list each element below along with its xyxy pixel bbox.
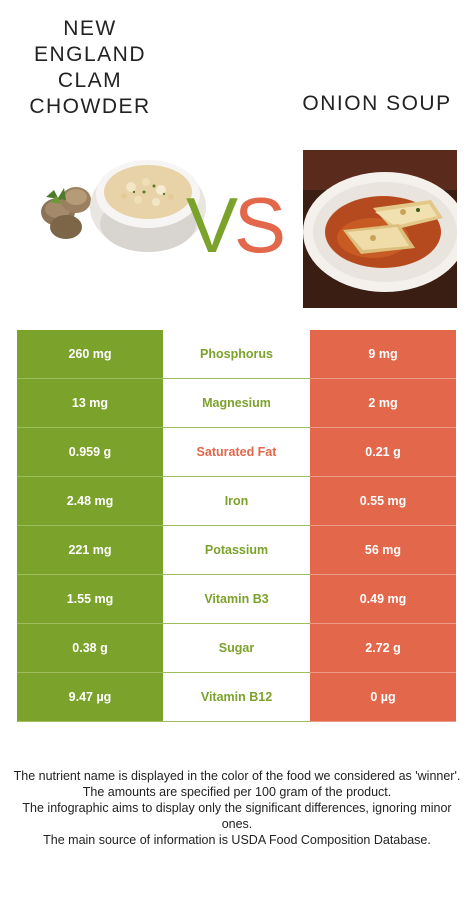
- right-value: 2 mg: [310, 379, 456, 428]
- table-row: 221 mg Potassium 56 mg: [17, 526, 456, 575]
- footer-line: The infographic aims to display only the…: [22, 801, 452, 831]
- table-row: 0.38 g Sugar 2.72 g: [17, 624, 456, 673]
- footer-line: The main source of information is USDA F…: [43, 833, 431, 847]
- clam-chowder-image: [41, 160, 206, 252]
- footer-notes: The nutrient name is displayed in the co…: [10, 768, 464, 848]
- vs-label: VS: [186, 186, 286, 264]
- left-value: 0.38 g: [17, 624, 163, 673]
- table-row: 9.47 µg Vitamin B12 0 µg: [17, 673, 456, 722]
- left-value: 1.55 mg: [17, 575, 163, 624]
- nutrient-name: Vitamin B3: [163, 575, 310, 624]
- right-value: 56 mg: [310, 526, 456, 575]
- right-value: 0.55 mg: [310, 477, 456, 526]
- table-row: 0.959 g Saturated Fat 0.21 g: [17, 428, 456, 477]
- nutrient-name: Phosphorus: [163, 330, 310, 379]
- table-row: 13 mg Magnesium 2 mg: [17, 379, 456, 428]
- vs-s: S: [234, 181, 286, 269]
- left-value: 13 mg: [17, 379, 163, 428]
- left-value: 2.48 mg: [17, 477, 163, 526]
- left-value: 260 mg: [17, 330, 163, 379]
- left-value: 0.959 g: [17, 428, 163, 477]
- left-value: 221 mg: [17, 526, 163, 575]
- right-value: 0 µg: [310, 673, 456, 722]
- onion-soup-image: [303, 150, 457, 308]
- table-row: 1.55 mg Vitamin B3 0.49 mg: [17, 575, 456, 624]
- nutrient-name: Sugar: [163, 624, 310, 673]
- left-value: 9.47 µg: [17, 673, 163, 722]
- footer-line: The amounts are specified per 100 gram o…: [82, 785, 392, 799]
- footer-line: The nutrient name is displayed in the co…: [13, 769, 461, 783]
- food-left-title: NEW ENGLAND CLAM CHOWDER: [29, 17, 151, 118]
- table-row: 260 mg Phosphorus 9 mg: [17, 330, 456, 379]
- nutrient-table: 260 mg Phosphorus 9 mg 13 mg Magnesium 2…: [17, 330, 456, 722]
- right-value: 2.72 g: [310, 624, 456, 673]
- table-row: 2.48 mg Iron 0.55 mg: [17, 477, 456, 526]
- food-right-title: ONION SOUP: [302, 92, 452, 115]
- nutrient-name: Magnesium: [163, 379, 310, 428]
- right-value: 9 mg: [310, 330, 456, 379]
- nutrient-name: Iron: [163, 477, 310, 526]
- nutrient-name: Saturated Fat: [163, 428, 310, 477]
- nutrient-name: Vitamin B12: [163, 673, 310, 722]
- nutrient-name: Potassium: [163, 526, 310, 575]
- right-value: 0.49 mg: [310, 575, 456, 624]
- right-value: 0.21 g: [310, 428, 456, 477]
- vs-v: V: [186, 181, 238, 269]
